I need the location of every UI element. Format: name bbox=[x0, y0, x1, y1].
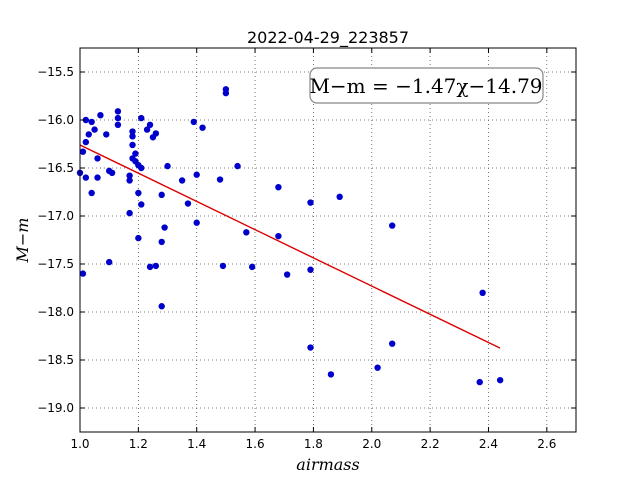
data-point bbox=[135, 234, 142, 242]
data-point bbox=[336, 193, 343, 200]
data-point bbox=[193, 219, 200, 226]
data-point bbox=[307, 344, 314, 351]
data-point bbox=[476, 378, 483, 386]
data-point bbox=[108, 169, 116, 176]
data-point bbox=[374, 364, 381, 371]
data-point bbox=[388, 222, 396, 229]
grid bbox=[79, 48, 576, 432]
fit-equation-annotation: M−m = −1.47χ−14.79 bbox=[309, 67, 544, 104]
data-point bbox=[88, 118, 95, 126]
data-point bbox=[283, 271, 291, 278]
data-point bbox=[275, 232, 282, 240]
data-point bbox=[479, 289, 486, 296]
data-point bbox=[114, 108, 122, 115]
data-point bbox=[199, 124, 206, 131]
data-point bbox=[146, 121, 154, 128]
data-point bbox=[307, 266, 314, 273]
data-point bbox=[129, 133, 136, 140]
data-point bbox=[496, 376, 504, 384]
data-point bbox=[82, 138, 90, 146]
data-point bbox=[103, 131, 110, 138]
data-point bbox=[219, 262, 227, 270]
data-point bbox=[161, 224, 168, 231]
data-point bbox=[234, 162, 241, 170]
data-point bbox=[132, 150, 139, 157]
data-points bbox=[76, 86, 504, 386]
data-point bbox=[184, 200, 192, 207]
data-point bbox=[178, 177, 186, 184]
data-point bbox=[85, 131, 92, 138]
x-tick-label: 1.6 bbox=[246, 437, 265, 451]
data-point bbox=[143, 126, 151, 133]
data-point bbox=[94, 155, 101, 162]
y-tick-label: −16.0 bbox=[37, 113, 74, 127]
data-point bbox=[193, 171, 200, 178]
annotation-box bbox=[309, 67, 544, 104]
y-tick-labels: −15.5 −16.0 −16.5 −17.0 −17.5 −18.0 −18.5 −19.0 bbox=[37, 65, 74, 415]
chart-title: 2022-04-29_223857 bbox=[247, 28, 409, 48]
data-point bbox=[105, 258, 113, 266]
data-point bbox=[88, 189, 95, 197]
x-tick-label: 1.4 bbox=[187, 437, 206, 451]
y-tick-label: −15.5 bbox=[37, 65, 74, 79]
data-point bbox=[216, 176, 224, 183]
x-axis-label: airmass bbox=[296, 455, 359, 474]
data-point bbox=[158, 191, 165, 199]
y-tick-label: −17.5 bbox=[37, 257, 74, 271]
data-point bbox=[135, 189, 142, 197]
x-tick-label: 1.2 bbox=[129, 437, 148, 451]
y-tick-label: −18.0 bbox=[37, 305, 74, 319]
data-point bbox=[158, 303, 165, 310]
data-point bbox=[327, 371, 335, 378]
data-point bbox=[82, 174, 90, 181]
data-point bbox=[79, 148, 87, 155]
x-tick-label: 1.0 bbox=[70, 437, 89, 451]
data-point bbox=[126, 209, 133, 217]
x-tick-labels: 1.0 1.2 1.4 1.6 1.8 2.0 2.2 2.4 2.6 bbox=[70, 437, 556, 451]
ticks bbox=[79, 48, 576, 432]
data-point bbox=[97, 112, 104, 119]
fit-line-group bbox=[79, 144, 501, 349]
data-point bbox=[248, 263, 256, 271]
data-point bbox=[138, 201, 145, 208]
data-point bbox=[158, 238, 165, 246]
x-tick-label: 1.8 bbox=[304, 437, 323, 451]
y-axis-label: M−m bbox=[13, 218, 32, 264]
x-tick-label: 2.2 bbox=[421, 437, 440, 451]
data-point bbox=[146, 263, 154, 271]
data-point bbox=[114, 121, 122, 128]
fit-line bbox=[79, 144, 501, 349]
plot-frame bbox=[79, 47, 577, 433]
data-point bbox=[243, 229, 250, 236]
data-point bbox=[190, 118, 197, 126]
data-point bbox=[94, 174, 101, 181]
data-point bbox=[114, 114, 122, 122]
x-tick-label: 2.0 bbox=[362, 437, 381, 451]
y-tick-label: −16.5 bbox=[37, 161, 74, 175]
data-point bbox=[275, 184, 282, 191]
fit-equation-text: M−m = −1.47χ−14.79 bbox=[309, 74, 542, 98]
data-point bbox=[126, 172, 133, 179]
data-point bbox=[129, 141, 136, 149]
data-point bbox=[164, 162, 171, 170]
x-tick-label: 2.4 bbox=[479, 437, 498, 451]
data-point bbox=[388, 340, 396, 347]
data-point bbox=[91, 126, 98, 133]
data-point bbox=[126, 177, 133, 184]
y-tick-label: −19.0 bbox=[37, 401, 74, 415]
data-point bbox=[82, 116, 90, 124]
x-tick-label: 2.6 bbox=[537, 437, 556, 451]
data-point bbox=[222, 89, 230, 97]
data-point bbox=[138, 114, 145, 122]
data-point bbox=[152, 130, 160, 137]
y-tick-label: −17.0 bbox=[37, 209, 74, 223]
y-tick-label: −18.5 bbox=[37, 353, 74, 367]
data-point bbox=[79, 270, 87, 277]
data-point bbox=[307, 199, 314, 206]
data-point bbox=[129, 128, 136, 135]
data-point bbox=[152, 262, 160, 270]
data-point bbox=[138, 164, 145, 172]
